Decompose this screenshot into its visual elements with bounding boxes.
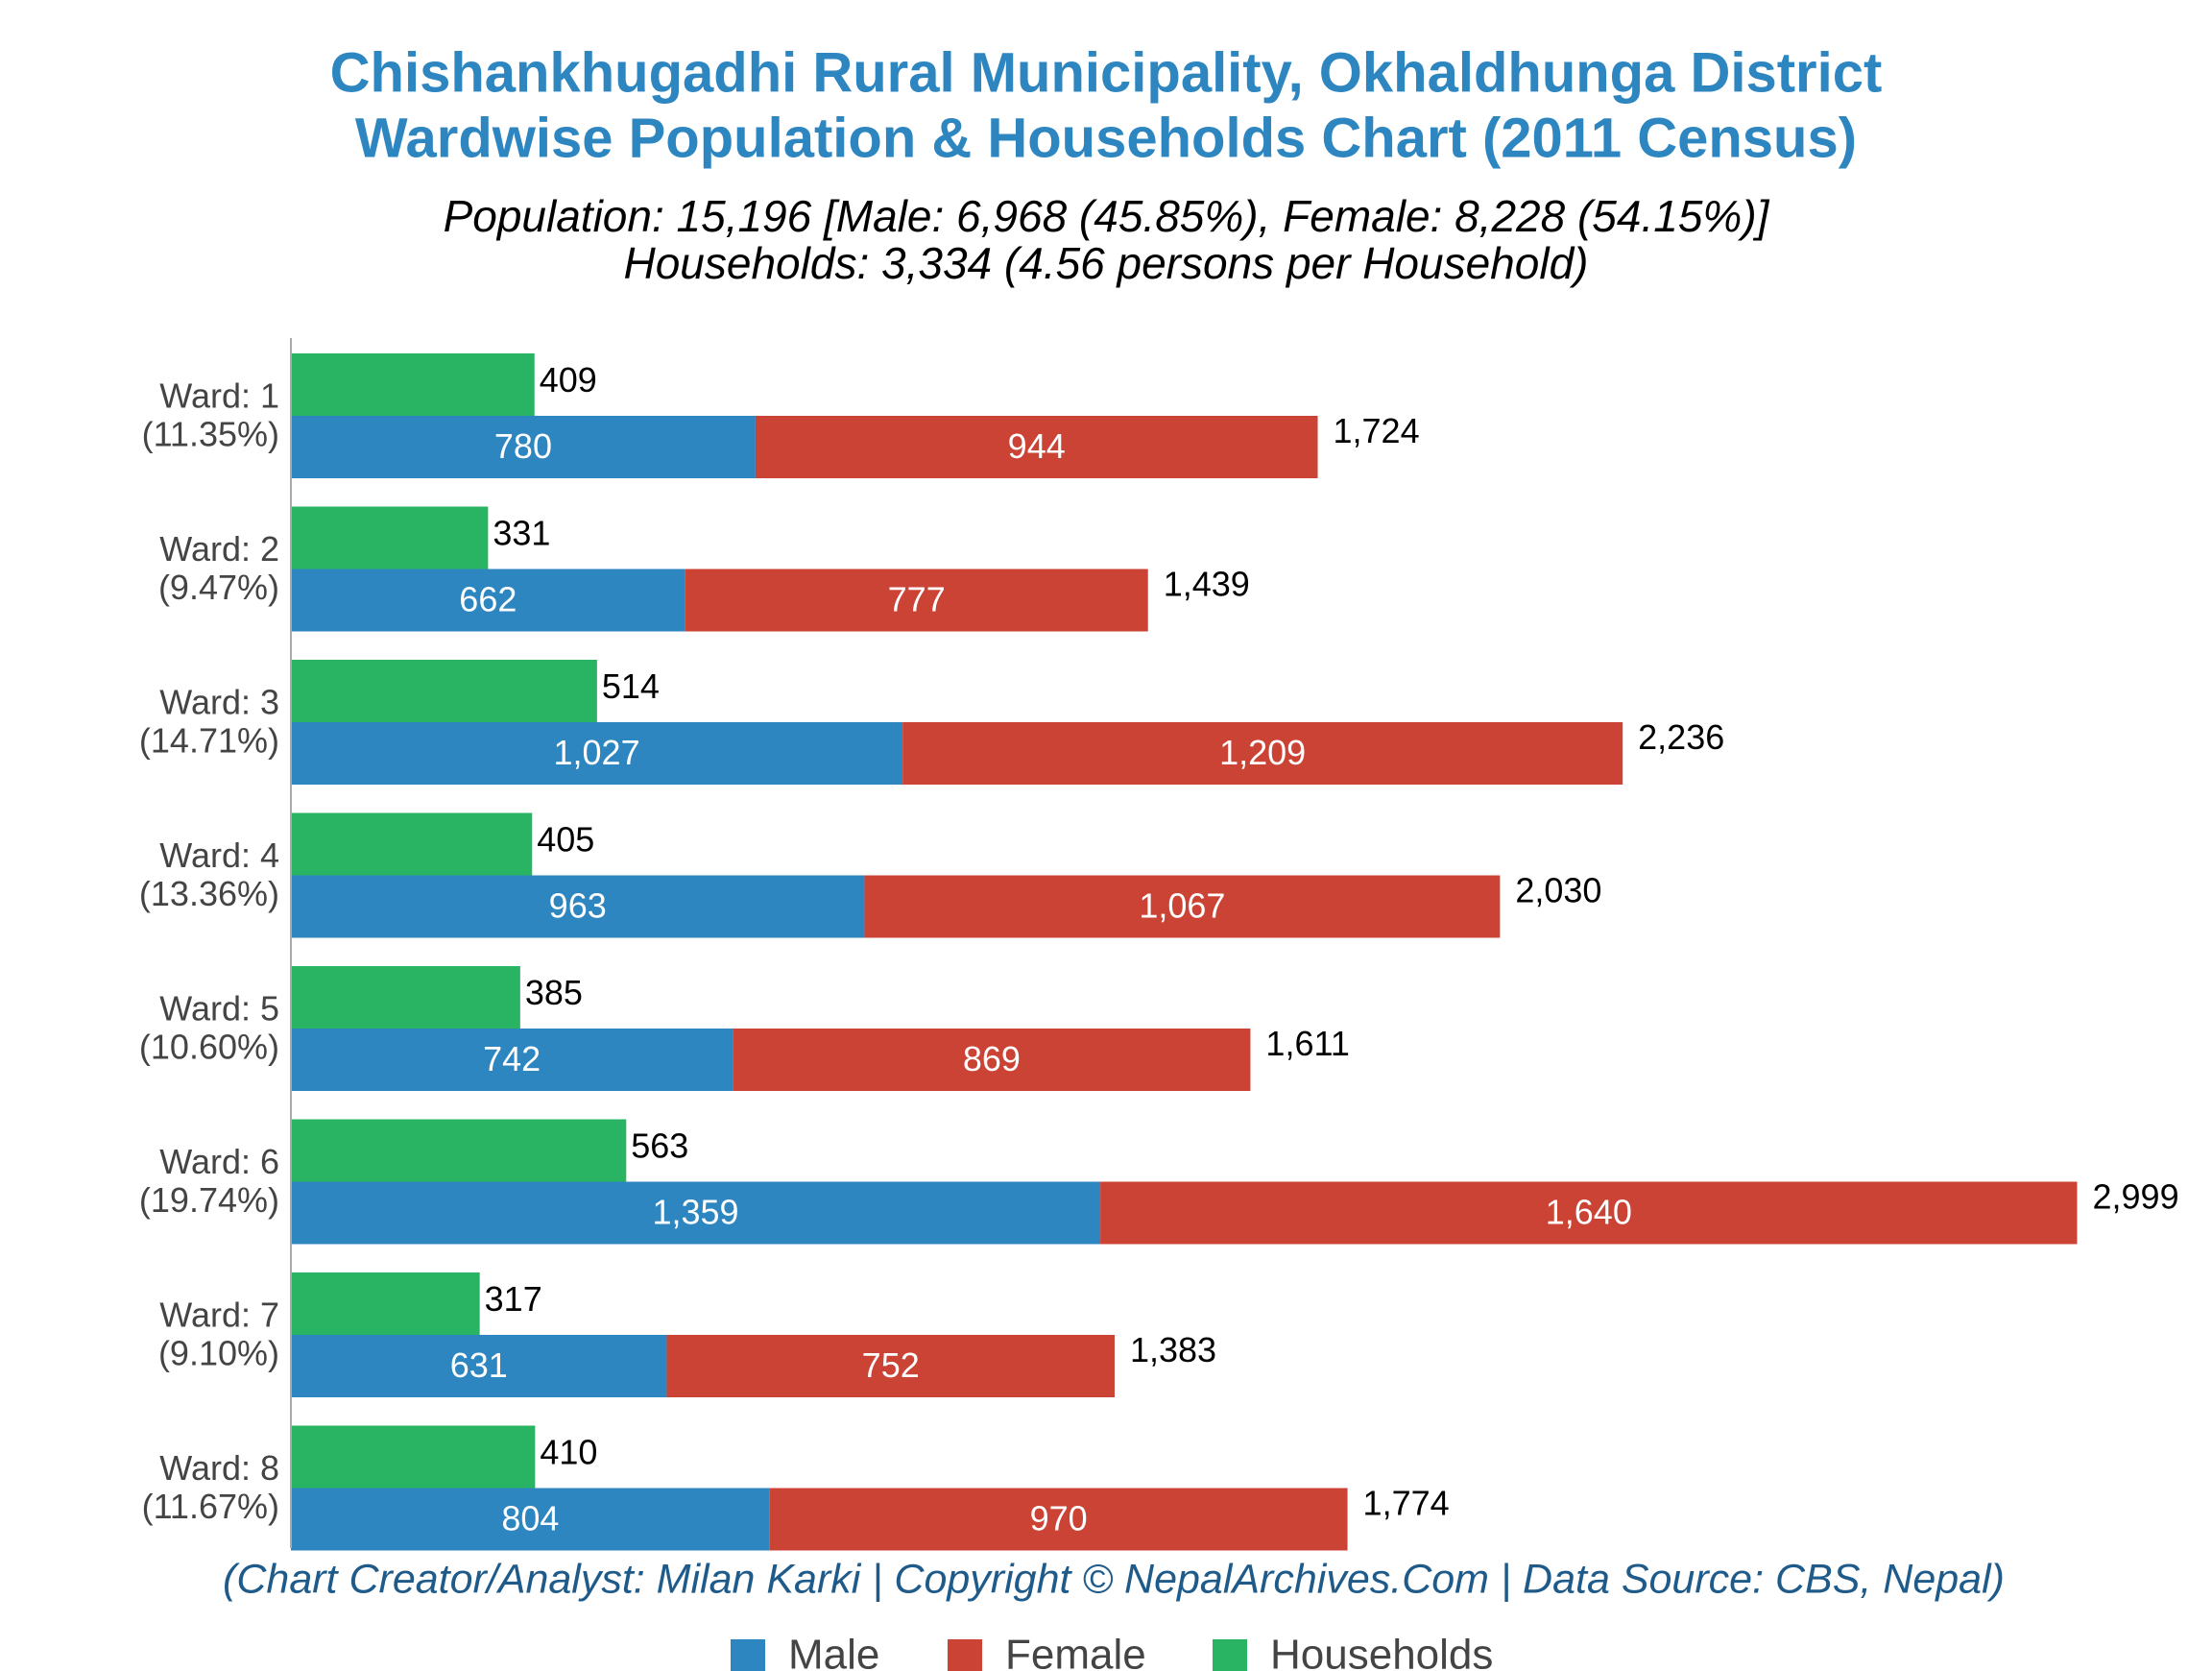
legend-swatch bbox=[948, 1639, 982, 1671]
value-label: 563 bbox=[631, 1126, 688, 1166]
bar bbox=[291, 416, 756, 478]
legend-label: Female bbox=[1005, 1632, 1146, 1671]
value-label: 405 bbox=[537, 820, 594, 860]
category-label: Ward: 3 bbox=[159, 683, 279, 722]
legend-swatch bbox=[731, 1639, 765, 1671]
value-label: 1,359 bbox=[652, 1193, 738, 1232]
value-label: 409 bbox=[540, 360, 597, 400]
value-label: 317 bbox=[485, 1279, 542, 1319]
bar bbox=[291, 506, 489, 569]
bar bbox=[291, 1272, 480, 1335]
bar bbox=[733, 1029, 1251, 1091]
value-label: 514 bbox=[602, 666, 660, 706]
subtitle: Population: 15,196 [Male: 6,968 (45.85%)… bbox=[444, 191, 1770, 241]
legend-swatch bbox=[1213, 1639, 1247, 1671]
category-share: (9.47%) bbox=[158, 568, 279, 607]
chart-title: Wardwise Population & Households Chart (… bbox=[355, 107, 1857, 169]
category-share: (11.67%) bbox=[142, 1487, 279, 1526]
bar bbox=[685, 569, 1148, 632]
bar bbox=[291, 1425, 536, 1489]
total-label: 1,774 bbox=[1363, 1484, 1450, 1523]
bar bbox=[291, 569, 685, 632]
bar bbox=[769, 1488, 1348, 1551]
bar bbox=[291, 660, 597, 722]
value-label: 752 bbox=[862, 1345, 920, 1385]
category-share: (9.10%) bbox=[158, 1334, 279, 1373]
bar bbox=[291, 1119, 627, 1182]
bar bbox=[291, 966, 520, 1029]
value-label: 1,027 bbox=[554, 733, 640, 772]
value-label: 385 bbox=[525, 973, 583, 1012]
bar bbox=[291, 1029, 733, 1091]
total-label: 2,999 bbox=[2093, 1177, 2179, 1217]
category-label: Ward: 1 bbox=[159, 376, 279, 416]
bar bbox=[1100, 1181, 2078, 1245]
value-label: 331 bbox=[493, 514, 550, 553]
category-label: Ward: 5 bbox=[159, 989, 279, 1029]
bar bbox=[291, 722, 903, 785]
category-share: (11.35%) bbox=[142, 415, 279, 454]
category-share: (14.71%) bbox=[139, 721, 279, 761]
value-label: 662 bbox=[459, 580, 517, 619]
subtitle: Households: 3,334 (4.56 persons per Hous… bbox=[624, 238, 1589, 288]
bar bbox=[291, 1335, 667, 1397]
category-label: Ward: 6 bbox=[159, 1142, 279, 1181]
total-label: 1,383 bbox=[1130, 1330, 1216, 1369]
value-label: 777 bbox=[888, 580, 946, 619]
footer: (Chart Creator/Analyst: Milan Karki | Co… bbox=[223, 1556, 2005, 1602]
bar bbox=[291, 1181, 1101, 1245]
value-label: 1,067 bbox=[1139, 886, 1225, 926]
bar bbox=[902, 722, 1623, 785]
bar bbox=[864, 875, 1501, 938]
bar bbox=[291, 812, 533, 876]
value-label: 1,209 bbox=[1219, 733, 1306, 772]
value-label: 944 bbox=[1008, 426, 1066, 466]
category-share: (19.74%) bbox=[139, 1180, 279, 1220]
bar bbox=[666, 1335, 1115, 1397]
value-label: 410 bbox=[540, 1433, 597, 1472]
value-label: 869 bbox=[963, 1039, 1021, 1078]
bar bbox=[291, 1488, 770, 1551]
category-label: Ward: 8 bbox=[159, 1448, 279, 1488]
bar bbox=[291, 353, 535, 416]
category-label: Ward: 7 bbox=[159, 1296, 279, 1335]
total-label: 1,439 bbox=[1164, 565, 1250, 604]
category-label: Ward: 4 bbox=[159, 836, 279, 875]
bar bbox=[291, 875, 865, 938]
value-label: 963 bbox=[549, 886, 607, 926]
value-label: 631 bbox=[450, 1345, 508, 1385]
legend-label: Households bbox=[1270, 1632, 1493, 1671]
value-label: 804 bbox=[501, 1499, 559, 1538]
legend-label: Male bbox=[788, 1632, 879, 1671]
value-label: 970 bbox=[1030, 1499, 1088, 1538]
category-share: (10.60%) bbox=[139, 1028, 279, 1067]
value-label: 742 bbox=[483, 1039, 541, 1078]
chart-title: Chishankhugadhi Rural Municipality, Okha… bbox=[330, 41, 1883, 104]
total-label: 1,724 bbox=[1334, 411, 1420, 450]
category-share: (13.36%) bbox=[139, 874, 279, 913]
value-label: 1,640 bbox=[1546, 1193, 1632, 1232]
total-label: 1,611 bbox=[1265, 1024, 1349, 1063]
value-label: 780 bbox=[494, 426, 552, 466]
bar bbox=[755, 416, 1318, 478]
total-label: 2,236 bbox=[1638, 717, 1724, 757]
legend: Male Female Households bbox=[731, 1632, 1493, 1671]
category-label: Ward: 2 bbox=[159, 529, 279, 569]
total-label: 2,030 bbox=[1515, 871, 1601, 910]
